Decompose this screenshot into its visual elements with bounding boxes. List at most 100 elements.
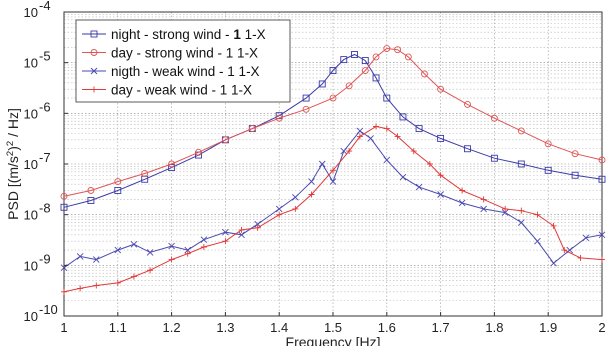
data-point [91,86,97,93]
data-point [356,127,364,135]
data-point [599,256,605,263]
x-tick-label: 1.7 [432,320,450,335]
y-axis-label-part: 2 [5,141,16,146]
data-point [60,192,68,200]
x-tick-label: 1.8 [485,320,503,335]
data-point [373,123,380,130]
data-point [582,234,590,242]
data-point [329,178,337,185]
series-3 [60,127,606,271]
data-point [168,164,176,172]
legend-box [75,19,291,103]
data-point [351,51,358,58]
data-point [550,222,557,229]
data-point [480,205,487,213]
y-tick-exponent: -10 [39,302,58,317]
data-point [361,57,369,65]
data-point [292,205,299,212]
data-point [459,187,466,194]
legend-label: day - weak wind - 1 1-X [111,83,252,98]
x-tick-label: 2 [598,320,605,335]
data-point [308,191,315,198]
data-point [330,167,336,174]
data-point [76,253,84,260]
data-point [426,161,433,167]
legend-entry: nigth - weak wind - 1 1-X [82,64,260,79]
y-axis-label-part: ) [5,146,21,151]
y-tick-label: 10 [24,5,38,20]
data-point [90,67,98,75]
data-point [329,67,337,74]
data-point [61,288,67,295]
x-tick-label: 1.9 [539,320,557,335]
data-point [184,246,192,254]
y-tick-exponent: -5 [39,49,51,64]
x-tick-label: 1.4 [270,320,288,335]
data-point [200,244,207,251]
data-point [571,150,579,158]
data-point [544,166,552,174]
data-point [168,160,176,168]
data-point [517,160,525,168]
data-point [372,74,380,82]
data-point [222,238,229,245]
data-point [340,147,348,155]
data-point [571,171,579,179]
x-tick-label: 1.3 [216,320,234,335]
y-tick-exponent: -7 [39,150,51,165]
x-axis-ticks: 1 1.1 1.2 1.3 1.4 1.5 1.6 1.7 1.8 1.9 2 [60,312,606,335]
y-axis-label-part: PSD [(m/s [5,156,21,220]
data-point [345,82,353,90]
data-point [329,94,337,102]
y-tick-exponent: -9 [39,251,51,266]
data-point [502,205,509,212]
y-tick-label: 10 [24,258,38,273]
series-line [63,53,603,208]
x-tick-label: 1 [60,320,67,335]
data-point [238,231,245,239]
data-point [464,145,471,153]
x-tick-label: 1.6 [378,320,396,335]
data-point [308,178,315,185]
legend-label: nigth - weak wind - 1 1-X [111,64,260,79]
data-point [598,175,606,183]
data-point [550,259,557,267]
data-point [147,267,154,274]
data-point [372,53,380,61]
data-point [77,285,84,292]
legend-label: day - strong wind - 1 1-X [111,46,258,61]
data-point [415,183,423,191]
data-point [114,246,122,254]
legend-entry: day - weak wind - 1 1-X [82,83,252,98]
data-point [130,240,138,248]
series-line [63,47,603,197]
legend-entry: day - strong wind - 1 1-X [82,46,258,61]
data-point [501,209,509,216]
y-tick-label: 10 [24,309,38,324]
data-point [87,197,95,204]
data-point [92,256,100,263]
data-point [437,134,445,142]
data-point [383,156,391,164]
x-tick-label: 1.5 [324,320,342,335]
data-point [90,30,98,38]
data-point [464,100,471,108]
data-point [518,207,525,214]
data-point [437,191,444,198]
data-point [598,231,606,239]
data-point [598,156,606,164]
data-point [302,105,310,113]
data-point [410,148,417,155]
data-point [561,247,568,254]
data-point [437,172,444,179]
series-layer [60,45,606,295]
data-point [200,236,208,244]
y-tick-label: 10 [24,208,38,223]
y-tick-label: 10 [24,106,38,121]
data-point [221,136,229,144]
y-axis-label-part: / Hz] [5,108,21,141]
y-tick-exponent: -8 [39,201,51,216]
data-point [276,211,283,218]
x-axis-label: Frequency [Hz] [286,334,381,346]
